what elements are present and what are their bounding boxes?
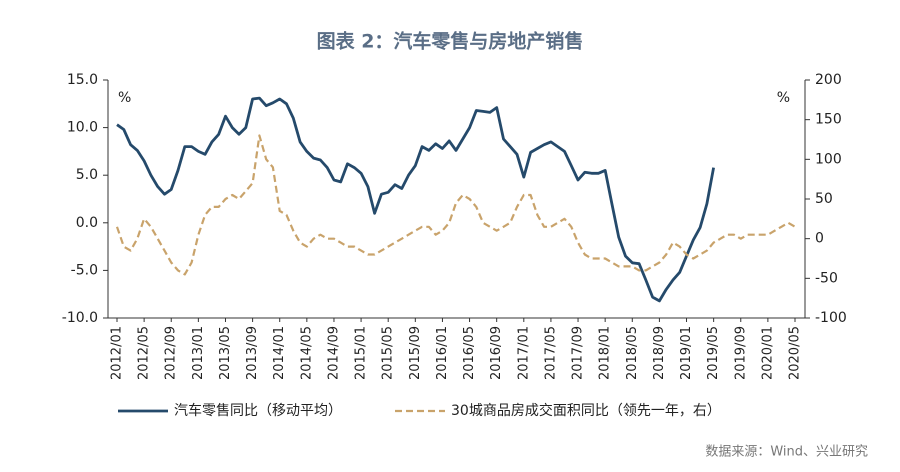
series-line	[116, 96, 715, 303]
y-tick-label: 0.0	[76, 215, 98, 231]
x-tick-label: 2013/09	[245, 326, 260, 380]
x-tick-label: 2012/09	[164, 326, 179, 380]
x-tick-label: 2016/09	[489, 326, 504, 380]
y-tick-label: 15.0	[67, 72, 98, 88]
x-tick-label: 2014/01	[272, 326, 287, 380]
x-tick-label: 2017/09	[571, 326, 586, 380]
y-tick-label: 5.0	[76, 167, 98, 183]
x-tick-label: 2013/01	[191, 326, 206, 380]
series-line	[115, 134, 796, 276]
y-tick-label: -10.0	[62, 310, 98, 326]
y-tick-label: -5.0	[71, 262, 98, 278]
x-tick-label: 2015/09	[408, 326, 423, 380]
x-tick-label: 2017/05	[543, 326, 558, 380]
source-note: 数据来源：Wind、兴业研究	[705, 445, 868, 460]
y2-tick-label: 0	[815, 231, 824, 247]
y2-tick-label: 50	[815, 191, 833, 207]
y2-tick-label: -50	[815, 270, 838, 286]
x-tick-label: 2017/01	[516, 326, 531, 380]
x-tick-label: 2020/01	[760, 326, 775, 380]
y2-tick-label: 200	[815, 72, 842, 88]
y-unit: %	[118, 90, 131, 106]
x-tick-label: 2018/09	[652, 326, 667, 380]
chart-title: 图表 2：汽车零售与房地产销售	[317, 30, 584, 53]
x-tick-label: 2018/05	[625, 326, 640, 380]
x-tick-label: 2015/05	[381, 326, 396, 380]
legend-label: 汽车零售同比（移动平均）	[174, 402, 342, 419]
x-tick-label: 2019/01	[679, 326, 694, 380]
x-tick-label: 2016/05	[462, 326, 477, 380]
x-tick-label: 2014/05	[299, 326, 314, 380]
y-tick-label: 10.0	[67, 120, 98, 136]
legend-label: 30城商品房成交面积同比（领先一年，右）	[451, 402, 721, 419]
x-tick-label: 2019/09	[733, 326, 748, 380]
x-tick-label: 2019/05	[706, 326, 721, 380]
x-tick-label: 2014/09	[326, 326, 341, 380]
y2-tick-label: 100	[815, 151, 842, 167]
y2-unit: %	[777, 90, 790, 106]
x-tick-label: 2016/01	[435, 326, 450, 380]
x-tick-label: 2020/05	[788, 326, 803, 380]
y2-tick-label: 150	[815, 112, 842, 128]
x-tick-label: 2012/01	[110, 326, 125, 380]
x-tick-label: 2018/01	[598, 326, 613, 380]
x-tick-label: 2012/05	[137, 326, 152, 380]
x-tick-label: 2013/05	[218, 326, 233, 380]
x-tick-label: 2015/01	[354, 326, 369, 380]
y2-tick-label: -100	[815, 310, 847, 326]
